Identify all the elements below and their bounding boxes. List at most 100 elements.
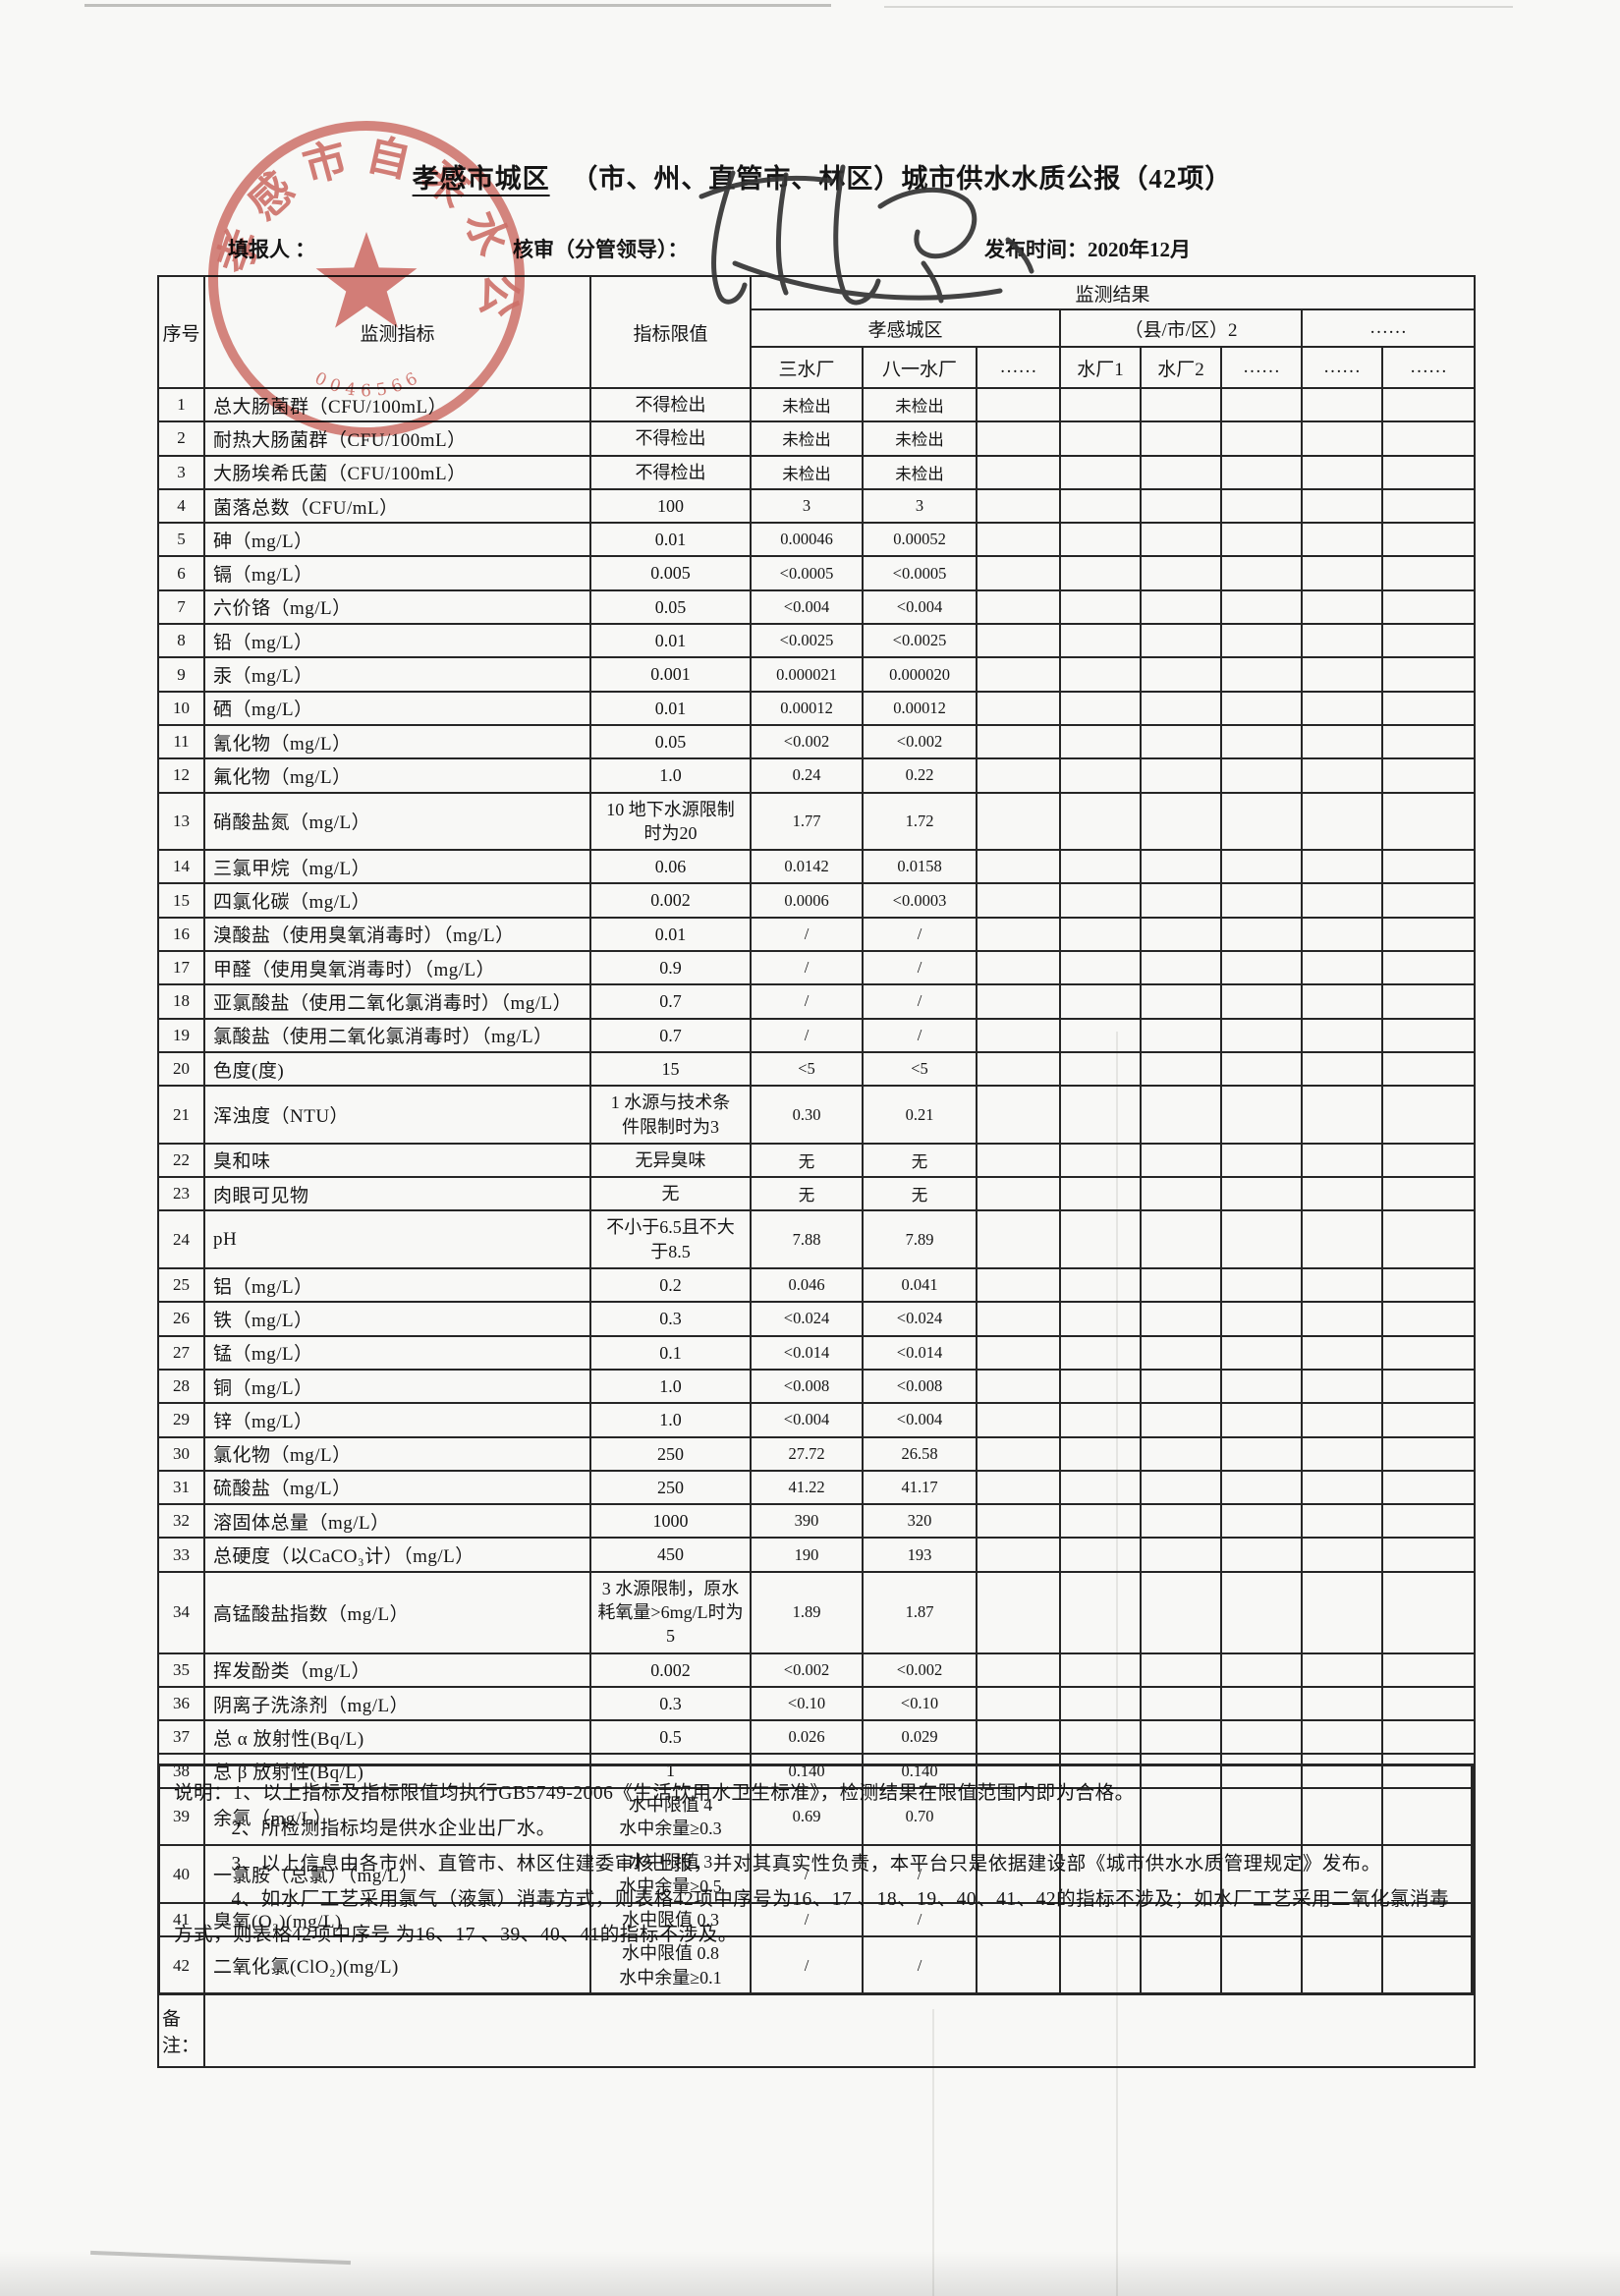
empty-cell xyxy=(1220,1844,1303,1904)
note-line-4: 4、如水厂工艺采用氯气（液氯）消毒方式，则表格42项中序号为16、17 、18、… xyxy=(174,1889,1450,1946)
empty-cell xyxy=(1380,849,1477,885)
limit-cell: 0.01 xyxy=(589,522,752,558)
value-cell-sanshuichang: 1.89 xyxy=(750,1570,864,1654)
seq-cell: 24 xyxy=(157,1209,205,1270)
table-row: 7 六价铬（mg/L） 0.05 <0.004 <0.004 xyxy=(157,588,1477,626)
empty-cell xyxy=(976,1176,1061,1212)
empty-cell xyxy=(1220,757,1303,794)
note-line-2: 2、所检测指标均是供水企业出厂水。 xyxy=(231,1819,556,1840)
empty-cell xyxy=(1220,1050,1303,1088)
empty-cell xyxy=(1301,849,1383,885)
indicator-cell: 氯化物（mg/L） xyxy=(203,1435,591,1472)
header-group-xiaogan: 孝感城区 xyxy=(750,308,1061,348)
value-cell-bayishuichang: 26.58 xyxy=(862,1435,978,1472)
indicator-cell: 锌（mg/L） xyxy=(203,1402,591,1438)
table-row: 6 镉（mg/L） 0.005 <0.0005 <0.0005 xyxy=(157,555,1477,591)
scan-crease-vertical-2 xyxy=(932,2009,934,2296)
header-plant-ellipsis-3: …… xyxy=(1301,346,1383,389)
empty-cell xyxy=(976,588,1061,626)
empty-cell xyxy=(1140,1334,1222,1371)
value-cell-bayishuichang: <0.0003 xyxy=(862,882,978,919)
table-row: 37 总 α 放射性(Bq/L) 0.5 0.026 0.029 xyxy=(157,1719,1477,1756)
empty-cell xyxy=(1220,1368,1303,1405)
empty-cell xyxy=(1380,1176,1477,1212)
table-row: 13 硝酸盐氮（mg/L） 10 地下水源限制 时为20 1.77 1.72 xyxy=(157,791,1477,852)
empty-cell xyxy=(976,1085,1061,1145)
value-cell-sanshuichang: <0.004 xyxy=(750,588,864,626)
empty-cell xyxy=(976,1017,1061,1053)
empty-cell xyxy=(1380,1537,1477,1573)
value-cell-bayishuichang: <0.002 xyxy=(862,1652,978,1688)
empty-cell xyxy=(976,420,1061,457)
empty-cell xyxy=(1140,1402,1222,1438)
empty-cell xyxy=(1140,1267,1222,1304)
remark-label: 备注： xyxy=(157,1992,205,2068)
value-cell-sanshuichang: 0.000021 xyxy=(750,656,864,693)
indicator-cell: 臭和味 xyxy=(203,1142,591,1179)
indicator-cell: 氟化物（mg/L） xyxy=(203,757,591,794)
empty-cell xyxy=(1140,420,1222,457)
value-cell-sanshuichang: <5 xyxy=(750,1050,864,1088)
empty-cell xyxy=(1140,487,1222,525)
empty-cell xyxy=(1220,420,1303,457)
value-cell-sanshuichang: 未检出 xyxy=(750,386,864,423)
table-row: 25 铝（mg/L） 0.2 0.046 0.041 xyxy=(157,1267,1477,1304)
value-cell-bayishuichang: 320 xyxy=(862,1503,978,1540)
empty-cell xyxy=(1220,386,1303,423)
empty-cell xyxy=(1059,555,1142,591)
empty-cell xyxy=(1380,1050,1477,1088)
page-title-rest: （市、州、直管市、林区）城市供水水质公报（42项） xyxy=(571,164,1233,194)
empty-cell xyxy=(1220,1753,1303,1789)
empty-cell xyxy=(1140,1368,1222,1405)
empty-cell xyxy=(1140,1844,1222,1904)
empty-cell xyxy=(976,690,1061,726)
empty-cell xyxy=(1140,1719,1222,1756)
empty-cell xyxy=(1059,791,1142,852)
empty-cell xyxy=(1140,882,1222,919)
scan-edge-top-right xyxy=(884,6,1513,8)
limit-cell: 450 xyxy=(589,1537,752,1573)
table-row: 18 亚氯酸盐（使用二氧化氯消毒时）（mg/L） 0.7// xyxy=(157,983,1477,1020)
empty-cell xyxy=(1140,757,1222,794)
empty-cell xyxy=(1301,1935,1383,1995)
empty-cell xyxy=(1220,1209,1303,1270)
value-cell-sanshuichang: 0.24 xyxy=(750,757,864,794)
empty-cell xyxy=(1220,487,1303,525)
value-cell-sanshuichang: / xyxy=(750,1901,864,1938)
limit-cell: 0.01 xyxy=(589,916,752,953)
limit-cell: 1.0 xyxy=(589,1368,752,1405)
table-row: 1 总大肠菌群（CFU/100mL） 不得检出 未检出 未检出 xyxy=(157,386,1477,423)
empty-cell xyxy=(1380,882,1477,919)
empty-cell xyxy=(1380,1085,1477,1145)
value-cell-sanshuichang: 0.0006 xyxy=(750,882,864,919)
empty-cell xyxy=(1380,916,1477,953)
limit-cell: 1.0 xyxy=(589,1402,752,1438)
empty-cell xyxy=(1380,1503,1477,1540)
seq-cell: 5 xyxy=(157,522,205,558)
table-row: 14 三氯甲烷（mg/L） 0.06 0.0142 0.0158 xyxy=(157,849,1477,885)
table-row: 2 耐热大肠菌群（CFU/100mL） 不得检出 未检出 未检出 xyxy=(157,420,1477,457)
indicator-cell: 铝（mg/L） xyxy=(203,1267,591,1304)
empty-cell xyxy=(1380,1685,1477,1722)
header-plant-2: 水厂2 xyxy=(1140,346,1222,389)
value-cell-sanshuichang: 190 xyxy=(750,1537,864,1573)
empty-cell xyxy=(1059,916,1142,953)
empty-cell xyxy=(1220,1017,1303,1053)
empty-cell xyxy=(976,1050,1061,1088)
empty-cell xyxy=(1380,588,1477,626)
company-seal-stamp: 孝感市自来水公司 0046566 xyxy=(201,114,525,437)
seq-cell: 30 xyxy=(157,1435,205,1472)
limit-cell: 0.1 xyxy=(589,1334,752,1371)
limit-cell: 0.001 xyxy=(589,656,752,693)
indicator-cell: 溴酸盐（使用臭氧消毒时）（mg/L） xyxy=(203,916,591,953)
value-cell-bayishuichang: 3 xyxy=(862,487,978,525)
table-row: 11 氰化物（mg/L） 0.05 <0.002 <0.002 xyxy=(157,723,1477,760)
indicator-cell: pH xyxy=(203,1209,591,1270)
empty-cell xyxy=(1301,1469,1383,1506)
empty-cell xyxy=(1220,791,1303,852)
empty-cell xyxy=(1301,1301,1383,1337)
empty-cell xyxy=(1059,454,1142,490)
empty-cell xyxy=(1059,723,1142,760)
indicator-cell: 臭氧(O₃)(mg/L) xyxy=(203,1901,591,1938)
